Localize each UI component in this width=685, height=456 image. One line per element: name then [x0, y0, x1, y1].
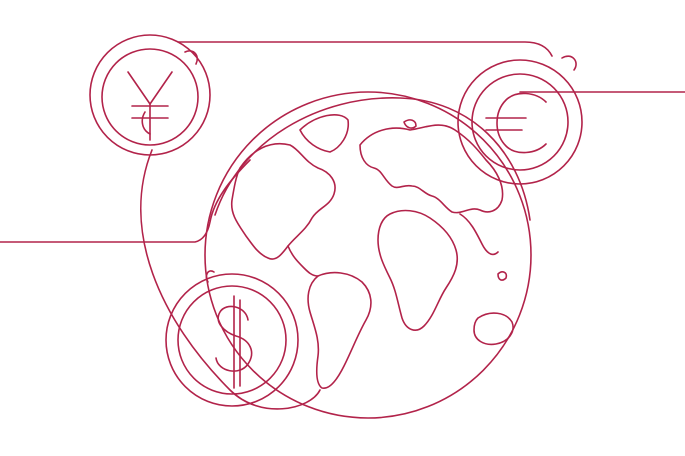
dollar-coin-icon [165, 270, 299, 407]
left-connector-line [0, 159, 251, 243]
top-connector-line [177, 41, 553, 57]
globe-icon [204, 91, 532, 419]
sweep-connector-line [140, 149, 321, 410]
yen-coin-icon [89, 34, 211, 156]
euro-coin-icon [457, 55, 583, 185]
